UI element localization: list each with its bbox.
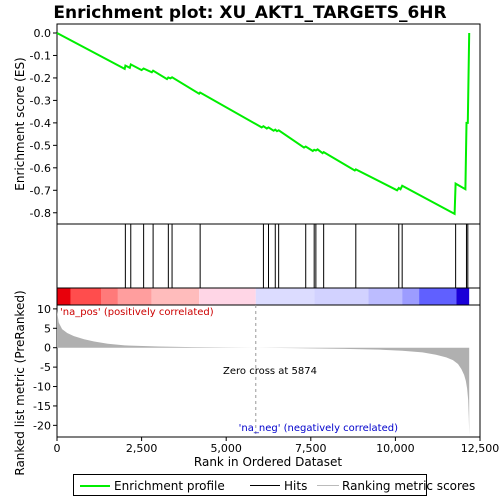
color-bar-segment (117, 288, 152, 305)
x-tick-label: 10,000 (376, 442, 415, 455)
color-bar-segment (402, 288, 420, 305)
metric-y-tick-label: 0 (44, 342, 51, 355)
metric-y-ticks: 10 5 0 -5 -10 -15 -20 (33, 303, 57, 432)
es-y-tick-label: 0.0 (34, 27, 52, 40)
hit-lines (124, 224, 469, 288)
color-bar-segment (100, 288, 118, 305)
metric-y-tick-label: -5 (40, 361, 51, 374)
metric-y-tick-label: 5 (44, 322, 51, 335)
es-y-axis-label: Enrichment score (ES) (13, 57, 27, 190)
es-y-tick-label: -0.3 (30, 94, 51, 107)
color-bar-segment (419, 288, 457, 305)
x-tick-label: 0 (54, 442, 61, 455)
es-y-tick-label: -0.1 (30, 49, 51, 62)
x-axis-ticks: 0 2,500 5,000 7,500 10,000 12,500 (54, 437, 500, 455)
enrichment-profile-line (56, 32, 471, 216)
legend-metric-label: Ranking metric scores (342, 479, 476, 493)
metric-y-tick-label: 10 (37, 303, 51, 316)
zero-cross-label: Zero cross at 5874 (223, 366, 317, 377)
es-y-tick-label: -0.4 (30, 117, 51, 130)
legend-hits-label: Hits (284, 479, 308, 493)
color-bar-segment (314, 288, 369, 305)
metric-panel: 10 5 0 -5 -10 -15 -20 'na_pos' (positively cor… (13, 290, 481, 476)
metric-panel-frame (56, 304, 481, 438)
x-axis-label: Rank in Ordered Dataset (194, 455, 342, 469)
chart-title: Enrichment plot: XU_AKT1_TARGETS_6HR (53, 3, 446, 23)
ranking-color-bar (56, 287, 481, 306)
es-y-tick-label: -0.8 (30, 207, 51, 220)
negative-correlation-label: 'na_neg' (negatively correlated) (239, 423, 398, 434)
color-bar-segment (255, 288, 315, 305)
x-tick-label: 7,500 (295, 442, 327, 455)
color-bar-segment (57, 288, 71, 305)
legend-enrichment-swatch (80, 485, 110, 487)
x-tick-label: 5,000 (210, 442, 242, 455)
es-panel: 0.0 -0.1 -0.2 -0.3 -0.4 -0.5 -0.6 -0.7 -0.8 Enri… (13, 23, 481, 225)
hits-panel (56, 223, 481, 289)
legend-hits-swatch (250, 485, 280, 486)
es-y-tick-label: -0.6 (30, 162, 51, 175)
legend-metric-swatch (317, 485, 339, 486)
es-y-tick-label: -0.2 (30, 72, 51, 85)
color-bar-segment (456, 288, 470, 305)
es-y-tick-label: -0.5 (30, 139, 51, 152)
metric-y-tick-label: -10 (33, 381, 51, 394)
legend: Enrichment profile Hits Ranking metric s… (73, 474, 475, 496)
metric-y-tick-label: -15 (33, 400, 51, 413)
color-bar-segment (199, 288, 256, 305)
color-bar-segment (151, 288, 200, 305)
metric-y-tick-label: -20 (33, 419, 51, 432)
es-y-ticks: 0.0 -0.1 -0.2 -0.3 -0.4 -0.5 -0.6 -0.7 -0.8 (30, 27, 57, 220)
es-y-tick-label: -0.7 (30, 184, 51, 197)
color-bar-segment (368, 288, 403, 305)
positive-correlation-label: 'na_pos' (positively correlated) (60, 307, 214, 318)
metric-y-axis-label: Ranked list metric (PreRanked) (13, 290, 27, 475)
x-tick-label: 2,500 (126, 442, 158, 455)
x-tick-label: 12,500 (461, 442, 500, 455)
legend-enrichment-label: Enrichment profile (114, 479, 225, 493)
color-bar-segment (70, 288, 101, 305)
